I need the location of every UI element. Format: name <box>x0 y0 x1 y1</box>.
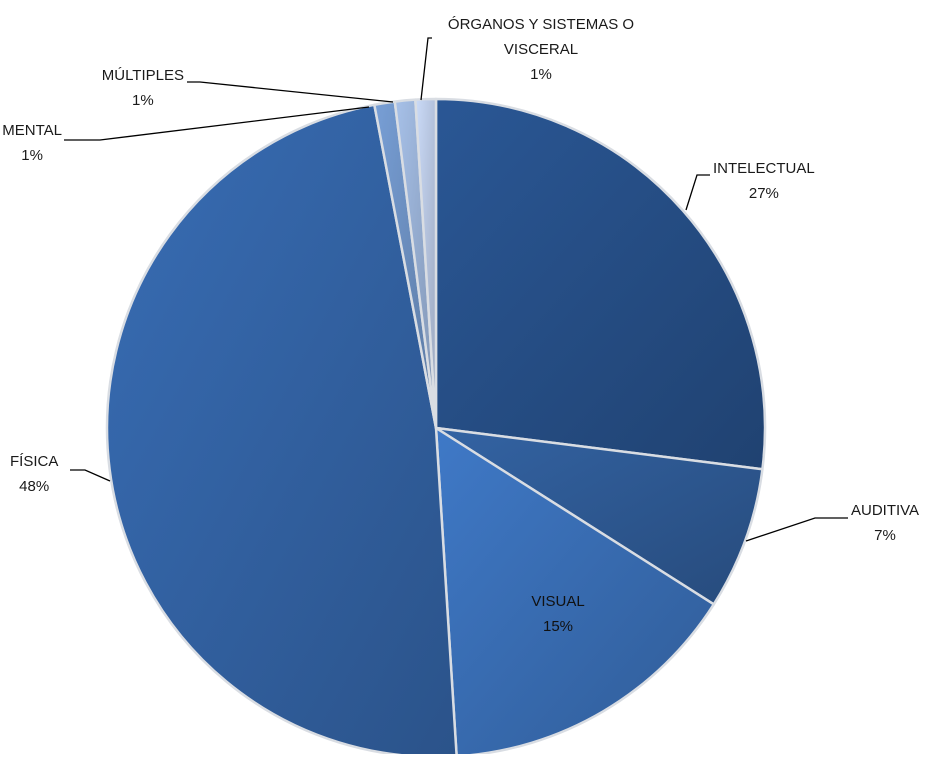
leader-line-auditiva <box>745 517 848 542</box>
slice-label-fisica: FÍSICA 48% <box>10 453 58 495</box>
pie-slice-fisica <box>105 103 458 759</box>
slice-label-auditiva: AUDITIVA 7% <box>851 502 919 544</box>
pie-slices <box>105 97 767 759</box>
leader-lines <box>64 37 848 542</box>
leader-line-intelectual <box>685 174 710 211</box>
pie-slice-visual <box>434 426 716 758</box>
leader-line-organos-y-sistemas-o-visceral <box>420 37 432 101</box>
slice-label-multiples: MÚLTIPLES 1% <box>102 67 184 109</box>
pie-slice-intelectual <box>434 97 767 471</box>
slice-label-visual: VISUAL 15% <box>531 593 584 635</box>
leader-line-fisica <box>70 469 111 482</box>
pie-slice-auditiva <box>434 426 764 606</box>
slice-label-intelectual: INTELECTUAL 27% <box>713 160 815 202</box>
leader-line-mental <box>64 106 370 141</box>
slice-labels: INTELECTUAL 27% AUDITIVA 7% VISUAL 15% FÍSICA 4… <box>2 16 919 635</box>
pie-slice-organos-y-sistemas-o-visceral <box>414 97 438 430</box>
slice-label-mental: MENTAL 1% <box>2 122 62 164</box>
leader-line-multiples <box>187 81 394 103</box>
slice-label-organos-y-sistemas-o-visceral: ÓRGANOS Y SISTEMAS O VISCERAL 1% <box>448 16 634 83</box>
